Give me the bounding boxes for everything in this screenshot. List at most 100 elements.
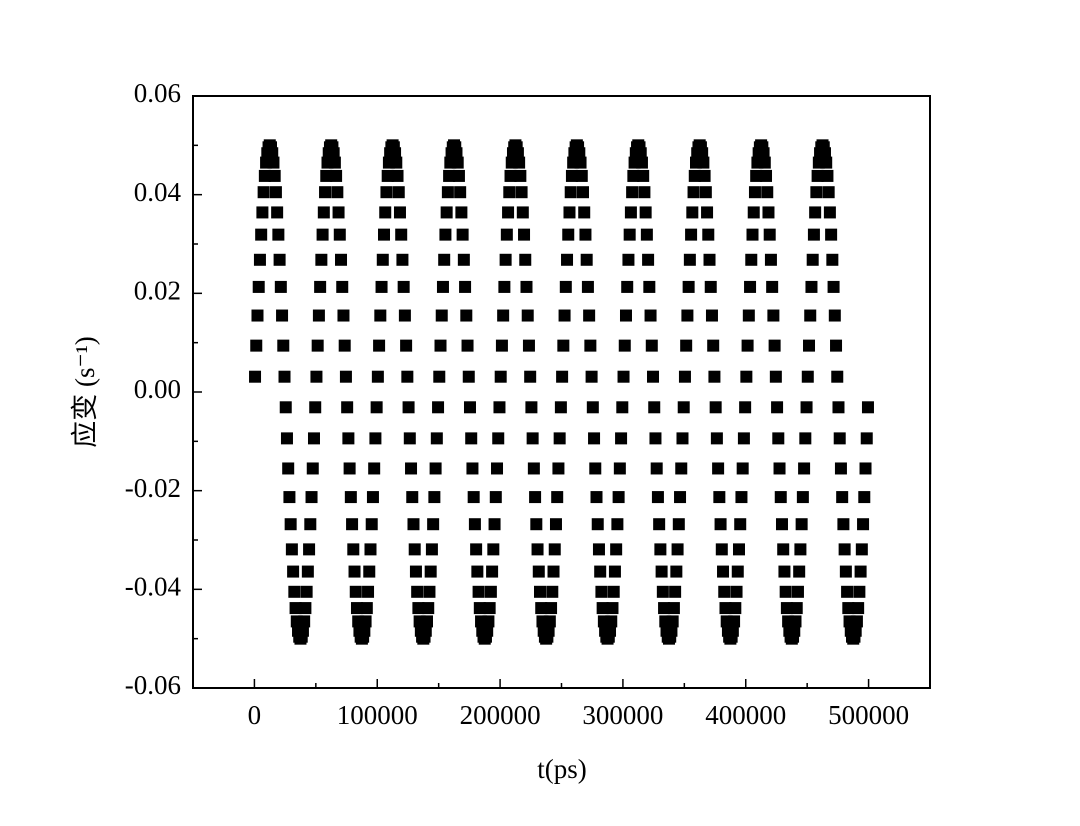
point bbox=[712, 462, 725, 475]
y-tick-label: 0.06 bbox=[134, 78, 181, 108]
point bbox=[810, 186, 823, 199]
point bbox=[518, 228, 531, 241]
point bbox=[341, 401, 354, 414]
point bbox=[744, 280, 757, 293]
point bbox=[408, 543, 421, 556]
point bbox=[655, 565, 668, 578]
point bbox=[266, 147, 279, 160]
point bbox=[438, 253, 451, 266]
point bbox=[283, 491, 296, 504]
point bbox=[746, 228, 759, 241]
point bbox=[623, 228, 636, 241]
point bbox=[255, 228, 268, 241]
point bbox=[591, 518, 604, 531]
point bbox=[766, 280, 779, 293]
point bbox=[676, 432, 689, 445]
point bbox=[736, 462, 749, 475]
point bbox=[389, 147, 402, 160]
point bbox=[362, 585, 375, 598]
point bbox=[742, 309, 755, 322]
point bbox=[549, 518, 562, 531]
point bbox=[450, 147, 463, 160]
y-tick-label: -0.04 bbox=[125, 572, 182, 602]
point bbox=[858, 491, 871, 504]
point bbox=[462, 370, 475, 383]
point bbox=[669, 585, 682, 598]
point bbox=[741, 339, 754, 352]
point bbox=[401, 370, 414, 383]
point bbox=[455, 206, 468, 219]
point bbox=[532, 565, 545, 578]
point bbox=[473, 602, 486, 615]
point bbox=[525, 401, 538, 414]
point bbox=[826, 253, 839, 266]
point bbox=[795, 518, 808, 531]
point bbox=[685, 228, 698, 241]
point bbox=[788, 624, 801, 637]
point bbox=[312, 309, 325, 322]
point bbox=[638, 186, 651, 199]
point bbox=[300, 585, 313, 598]
point bbox=[640, 228, 653, 241]
y-tick-label: 0.02 bbox=[134, 276, 181, 306]
point bbox=[454, 186, 467, 199]
point bbox=[791, 585, 804, 598]
point bbox=[726, 624, 739, 637]
point bbox=[642, 253, 655, 266]
point bbox=[456, 228, 469, 241]
point bbox=[674, 491, 687, 504]
point bbox=[279, 401, 292, 414]
point bbox=[331, 186, 344, 199]
point bbox=[378, 228, 391, 241]
point bbox=[748, 186, 761, 199]
point bbox=[627, 169, 640, 182]
point bbox=[760, 169, 773, 182]
point bbox=[686, 206, 699, 219]
point bbox=[596, 602, 609, 615]
point bbox=[683, 253, 696, 266]
point bbox=[586, 401, 599, 414]
point bbox=[634, 147, 647, 160]
point bbox=[391, 169, 404, 182]
point bbox=[594, 565, 607, 578]
point bbox=[527, 462, 540, 475]
point bbox=[452, 169, 465, 182]
point bbox=[859, 462, 872, 475]
point bbox=[257, 186, 270, 199]
point bbox=[486, 565, 499, 578]
point bbox=[440, 206, 453, 219]
point bbox=[284, 518, 297, 531]
point bbox=[715, 543, 728, 556]
point bbox=[276, 309, 289, 322]
point bbox=[289, 602, 302, 615]
point bbox=[381, 169, 394, 182]
point bbox=[651, 491, 664, 504]
point bbox=[370, 401, 383, 414]
point bbox=[576, 186, 589, 199]
point bbox=[487, 543, 500, 556]
point bbox=[513, 156, 526, 169]
point bbox=[860, 432, 873, 445]
point bbox=[818, 147, 831, 160]
point bbox=[258, 169, 271, 182]
point bbox=[471, 565, 484, 578]
point bbox=[687, 186, 700, 199]
point bbox=[380, 186, 393, 199]
point bbox=[778, 565, 791, 578]
point bbox=[299, 602, 312, 615]
point bbox=[272, 228, 285, 241]
point bbox=[799, 432, 812, 445]
point bbox=[604, 624, 617, 637]
point bbox=[319, 186, 332, 199]
point bbox=[714, 518, 727, 531]
point bbox=[495, 339, 508, 352]
point bbox=[379, 206, 392, 219]
point bbox=[698, 169, 711, 182]
point bbox=[645, 339, 658, 352]
point bbox=[350, 602, 363, 615]
point bbox=[639, 206, 652, 219]
point bbox=[360, 602, 373, 615]
point bbox=[396, 253, 409, 266]
point bbox=[529, 491, 542, 504]
